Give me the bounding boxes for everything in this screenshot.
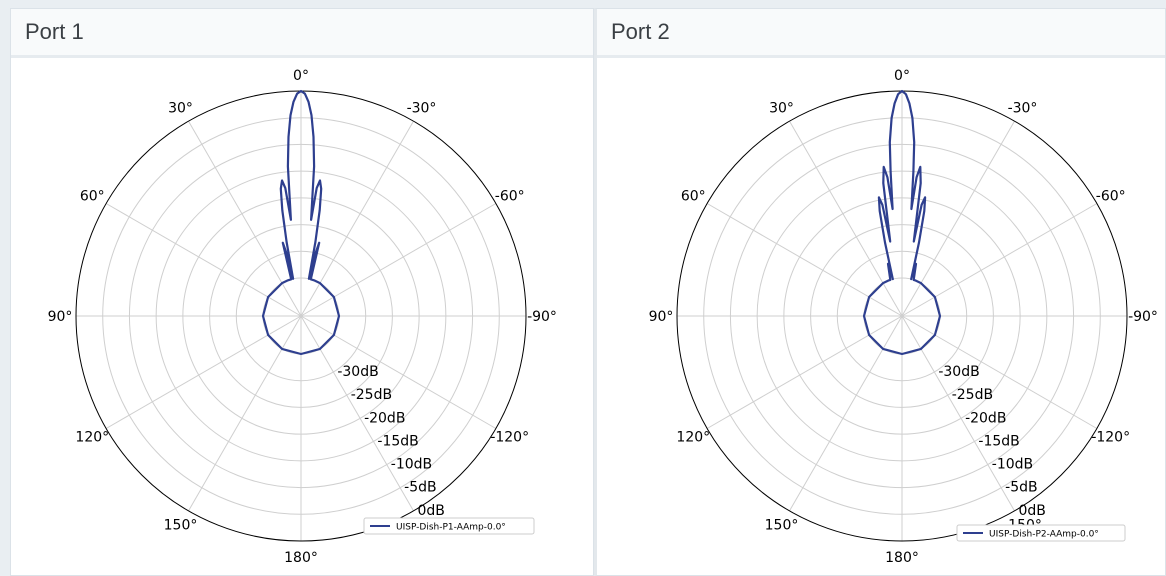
angle-tick-label: 180°	[885, 550, 919, 566]
angle-tick-label: -120°	[490, 430, 529, 446]
spoke-gridline	[706, 315, 903, 429]
panel-title: Port 2	[597, 9, 1165, 58]
series-trace	[261, 89, 341, 356]
spoke-gridline	[706, 203, 903, 317]
polar-chart-port-1: 0°30°60°90°120°150°180°-150°-120°-90°-60…	[48, 68, 557, 566]
radial-tick-label: -30dB	[938, 364, 979, 380]
angle-tick-label: 0°	[293, 68, 309, 84]
radial-tick-label: -30dB	[337, 364, 378, 380]
legend: UISP-Dish-P1-AAmp-0.0°	[363, 517, 535, 535]
angle-tick-label: 90°	[649, 309, 674, 325]
angle-tick-label: 60°	[80, 189, 105, 205]
spoke-gridline	[105, 315, 302, 429]
radial-gridline	[810, 224, 994, 408]
radial-gridline	[756, 170, 1048, 462]
angle-tick-label: 120°	[75, 430, 109, 446]
angle-tick-label: -90°	[1128, 309, 1158, 325]
legend: UISP-Dish-P2-AAmp-0.0°	[956, 524, 1126, 542]
radial-gridline	[128, 143, 474, 489]
radial-tick-label: -5dB	[404, 480, 436, 496]
radial-gridline	[729, 143, 1075, 489]
radial-tick-label: -25dB	[351, 387, 392, 403]
spoke-gridline	[188, 315, 302, 512]
angle-tick-label: 60°	[681, 189, 706, 205]
angle-tick-label: 90°	[48, 309, 73, 325]
legend-box	[363, 517, 535, 535]
port-1-panel: Port 1 0°30°60°90°120°150°180°-150°-120°…	[10, 8, 594, 576]
spoke-gridline	[789, 315, 903, 512]
angle-tick-label: 30°	[168, 100, 193, 116]
legend-box	[956, 524, 1126, 542]
radial-tick-label: 0dB	[418, 503, 445, 519]
angle-tick-label: -30°	[407, 100, 437, 116]
panel-title: Port 1	[11, 9, 593, 58]
radial-gridline	[235, 250, 367, 382]
legend-entry: UISP-Dish-P2-AAmp-0.0°	[989, 530, 1099, 540]
radial-gridline	[783, 197, 1021, 435]
angle-tick-label: -30°	[1008, 100, 1038, 116]
spoke-gridline	[105, 203, 302, 317]
angle-tick-label: 180°	[284, 550, 318, 566]
spoke-gridline	[901, 203, 1098, 317]
radial-tick-label: -25dB	[952, 387, 993, 403]
angle-tick-label: -90°	[527, 309, 557, 325]
polar-chart-port-2: 0°30°60°90°120°150°180°-150°-120°-90°-60…	[649, 68, 1158, 566]
radial-gridline	[836, 250, 968, 382]
radial-gridline	[155, 170, 447, 462]
port-2-panel: Port 2 0°30°60°90°120°150°180°-150°-120°…	[594, 8, 1166, 576]
radial-tick-label: -10dB	[992, 457, 1033, 473]
radial-gridline	[182, 197, 420, 435]
angle-tick-label: 120°	[676, 430, 710, 446]
radial-tick-label: 0dB	[1019, 503, 1046, 519]
spoke-gridline	[300, 203, 497, 317]
radial-gridline	[209, 224, 393, 408]
angle-tick-label: -60°	[495, 189, 525, 205]
radial-gridline	[703, 117, 1101, 515]
radial-tick-label: -15dB	[978, 433, 1019, 449]
angle-tick-label: 0°	[894, 68, 910, 84]
radial-gridline	[102, 117, 500, 515]
radial-tick-label: -10dB	[391, 457, 432, 473]
angle-tick-label: 150°	[164, 518, 198, 534]
radial-tick-label: -20dB	[364, 410, 405, 426]
angle-tick-label: -60°	[1096, 189, 1126, 205]
angle-tick-label: 30°	[769, 100, 794, 116]
radial-tick-label: -20dB	[965, 410, 1006, 426]
radial-tick-label: -5dB	[1005, 480, 1037, 496]
series-trace	[862, 89, 942, 356]
angle-tick-label: -120°	[1091, 430, 1130, 446]
radial-tick-label: -15dB	[377, 433, 418, 449]
angle-tick-label: 150°	[765, 518, 799, 534]
legend-entry: UISP-Dish-P1-AAmp-0.0°	[396, 523, 506, 533]
